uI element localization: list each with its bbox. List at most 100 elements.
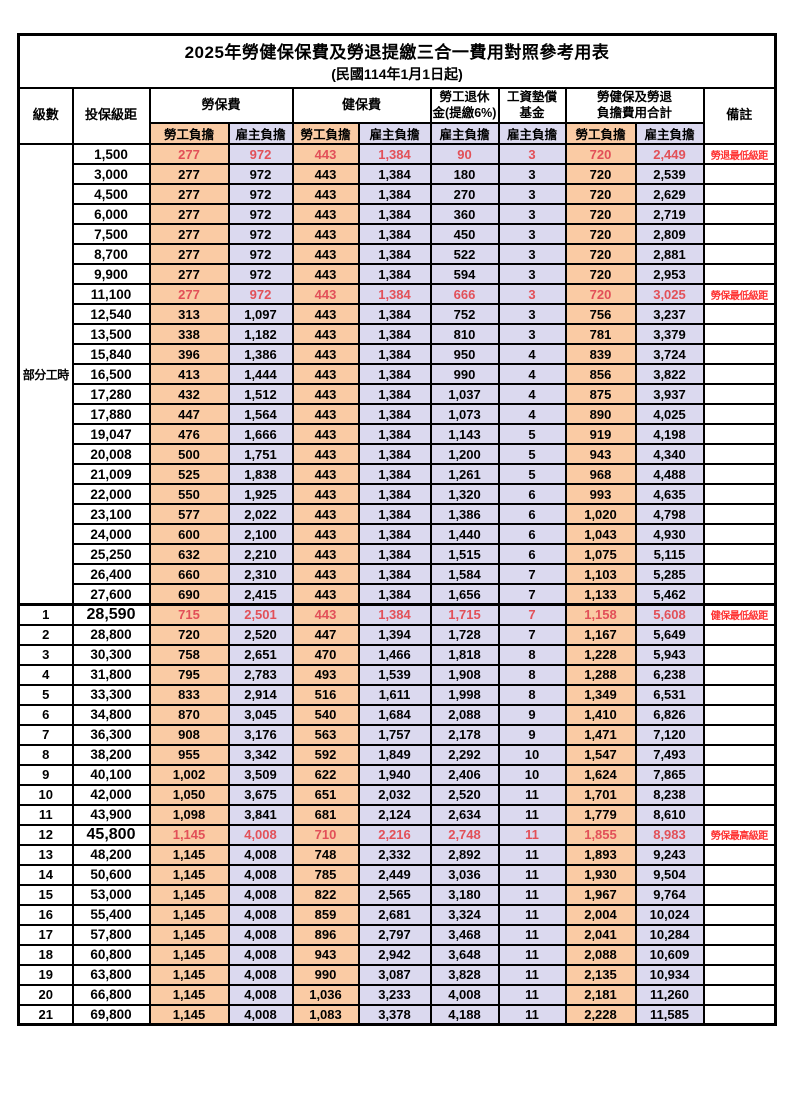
value-cell: 6: [497, 543, 567, 566]
bracket-cell: 21,009: [71, 463, 151, 486]
value-cell: 2,449: [357, 863, 432, 886]
value-cell: 1,037: [429, 383, 500, 406]
col-header-total: 勞健保及勞退 負擔費用合計: [564, 86, 705, 125]
bracket-cell: 17,280: [71, 383, 151, 406]
value-cell: 6: [497, 523, 567, 546]
table-row: 8,700 277 972 443 1,384 522 3 720 2,881: [19, 243, 777, 266]
value-cell: 5,608: [634, 602, 705, 626]
header-row-groups: 級數 投保級距 勞保費 健保費 勞工退休 金(提繳6%) 工資墊償 基金 勞健保…: [17, 86, 777, 146]
table-row: 7 36,300 908 3,176 563 1,757 2,178 9 1,471 7,120: [17, 723, 777, 746]
value-cell: 1,200: [429, 443, 500, 466]
value-cell: 3,937: [634, 383, 705, 406]
value-cell: 1,384: [357, 543, 432, 566]
value-cell: 522: [429, 243, 500, 266]
value-cell: 2,634: [429, 803, 500, 826]
value-cell: 5,285: [634, 563, 705, 586]
table-row: 16 55,400 1,145 4,008 859 2,681 3,324 11 2,004 10…: [17, 903, 777, 926]
value-cell: 1,855: [564, 823, 637, 846]
value-cell: 432: [148, 383, 230, 406]
value-cell: 9,243: [634, 843, 705, 866]
value-cell: 7,493: [634, 743, 705, 766]
value-cell: 1,701: [564, 783, 637, 806]
value-cell: 1,158: [564, 602, 637, 626]
value-cell: 715: [148, 602, 230, 626]
value-cell: 4,635: [634, 483, 705, 506]
value-cell: 277: [148, 183, 230, 206]
value-cell: 1,384: [357, 223, 432, 246]
value-cell: 3,468: [429, 923, 500, 946]
value-cell: 972: [227, 283, 294, 306]
value-cell: 972: [227, 263, 294, 286]
value-cell: 2,449: [634, 143, 705, 166]
value-cell: 443: [291, 602, 360, 626]
value-cell: 720: [564, 283, 637, 306]
bracket-cell: 55,400: [71, 903, 151, 926]
remark-cell: 勞退最低級距: [702, 143, 777, 166]
value-cell: 3,724: [634, 343, 705, 366]
value-cell: 592: [291, 743, 360, 766]
value-cell: 4: [497, 383, 567, 406]
remark-cell: [702, 1003, 777, 1026]
value-cell: 968: [564, 463, 637, 486]
value-cell: 10,024: [634, 903, 705, 926]
value-cell: 11: [497, 803, 567, 826]
value-cell: 720: [148, 623, 230, 646]
value-cell: 2,135: [564, 963, 637, 986]
value-cell: 1,145: [148, 963, 230, 986]
value-cell: 856: [564, 363, 637, 386]
value-cell: 2,719: [634, 203, 705, 226]
value-cell: 795: [148, 663, 230, 686]
value-cell: 1,133: [564, 583, 637, 606]
value-cell: 443: [291, 323, 360, 346]
value-cell: 4,798: [634, 503, 705, 526]
table-row: 18 60,800 1,145 4,008 943 2,942 3,648 11 2,088 10…: [17, 943, 777, 966]
remark-cell: [702, 943, 777, 966]
table-row: 12,540 313 1,097 443 1,384 752 3 756 3,237: [19, 303, 777, 326]
value-cell: 11,585: [634, 1003, 705, 1026]
value-cell: 338: [148, 323, 230, 346]
value-cell: 896: [291, 923, 360, 946]
value-cell: 4: [497, 403, 567, 426]
table-row: 9 40,100 1,002 3,509 622 1,940 2,406 10 1,624 7,8…: [17, 763, 777, 786]
value-cell: 443: [291, 143, 360, 166]
value-cell: 3: [497, 323, 567, 346]
value-cell: 2,022: [227, 503, 294, 526]
bracket-cell: 3,000: [71, 163, 151, 186]
value-cell: 11: [497, 783, 567, 806]
col-header-remark: 備註: [702, 86, 777, 146]
remark-cell: [702, 843, 777, 866]
value-cell: 1,539: [357, 663, 432, 686]
value-cell: 1,020: [564, 503, 637, 526]
bracket-cell: 31,800: [71, 663, 151, 686]
bracket-cell: 9,900: [71, 263, 151, 286]
value-cell: 1,103: [564, 563, 637, 586]
value-cell: 7: [497, 563, 567, 586]
value-cell: 720: [564, 183, 637, 206]
value-cell: 1,384: [357, 203, 432, 226]
bracket-cell: 28,800: [71, 623, 151, 646]
value-cell: 720: [564, 203, 637, 226]
value-cell: 2,942: [357, 943, 432, 966]
title-row: 2025年勞健保保費及勞退提繳三合一費用對照參考用表 (民國114年1月1日起): [17, 33, 777, 89]
level-cell: 14: [17, 863, 74, 886]
value-cell: 1,145: [148, 983, 230, 1006]
remark-cell: [702, 423, 777, 446]
remark-cell: [702, 463, 777, 486]
level-cell: 7: [17, 723, 74, 746]
remark-cell: [702, 563, 777, 586]
value-cell: 550: [148, 483, 230, 506]
remark-cell: 健保最低級距: [702, 602, 777, 626]
value-cell: 758: [148, 643, 230, 666]
remark-cell: [702, 983, 777, 1006]
bracket-cell: 15,840: [71, 343, 151, 366]
value-cell: 2,004: [564, 903, 637, 926]
remark-cell: [702, 323, 777, 346]
value-cell: 1,471: [564, 723, 637, 746]
remark-cell: [702, 723, 777, 746]
value-cell: 11: [497, 943, 567, 966]
col-header-bracket: 投保級距: [71, 86, 151, 146]
value-cell: 3,025: [634, 283, 705, 306]
value-cell: 8: [497, 683, 567, 706]
table-row: 3,000 277 972 443 1,384 180 3 720 2,539: [19, 163, 777, 186]
value-cell: 2,681: [357, 903, 432, 926]
